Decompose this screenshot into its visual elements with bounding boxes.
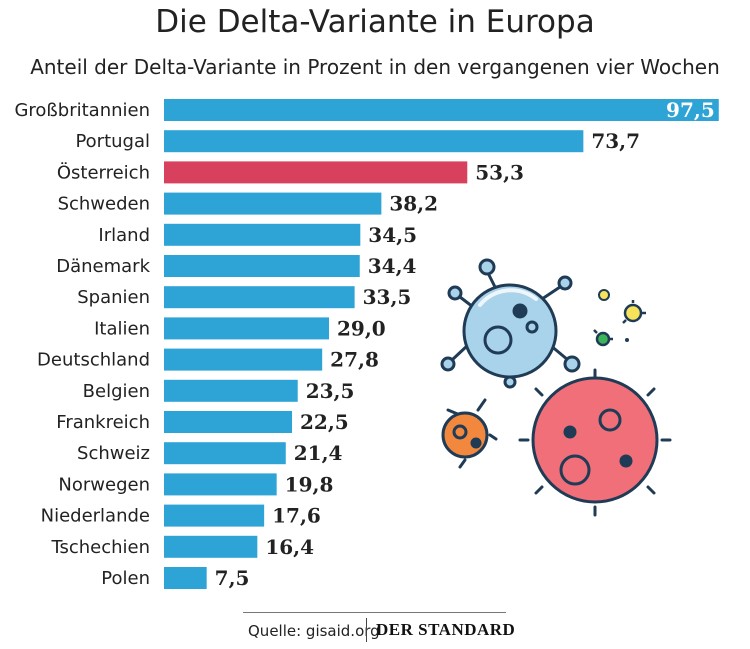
bar [164, 99, 719, 121]
bar [164, 535, 258, 558]
category-label: Tschechien [50, 537, 150, 558]
bar [164, 192, 382, 215]
chart-title: Die Delta-Variante in Europa [155, 4, 595, 40]
value-label: 29,0 [337, 316, 386, 340]
bar [164, 379, 298, 402]
value-label: 16,4 [265, 535, 314, 559]
value-label: 19,8 [285, 472, 334, 496]
bar [164, 255, 360, 277]
footer-separator [366, 618, 367, 642]
bar [164, 223, 361, 246]
virus-red-icon [518, 368, 672, 517]
category-label: Belgien [83, 381, 150, 402]
value-label: 34,4 [368, 254, 417, 278]
virus-orange-icon [441, 398, 498, 469]
value-label: 7,5 [215, 566, 250, 590]
footer-rule [243, 612, 506, 613]
value-label: 97,5 [666, 98, 715, 122]
virus-illustration [440, 258, 672, 517]
category-label: Italien [94, 318, 150, 339]
category-label: Irland [98, 225, 150, 246]
category-label: Schweiz [77, 443, 150, 464]
category-label: Großbritannien [14, 100, 150, 121]
value-label: 21,4 [294, 441, 343, 465]
bar [164, 161, 468, 184]
small-green-virus-icon [593, 329, 613, 347]
bar [164, 567, 207, 589]
category-label: Niederlande [41, 506, 150, 527]
value-label: 27,8 [330, 348, 379, 372]
category-label: Polen [101, 568, 150, 589]
value-label: 38,2 [389, 192, 438, 216]
bar [164, 317, 330, 340]
bar [164, 442, 286, 465]
brand-logo: DER STANDARD [376, 620, 516, 639]
bar-chart: Großbritannien 97,5 Portugal 73,7 Österreich… [14, 98, 719, 590]
value-label: 17,6 [272, 504, 321, 528]
source-text: Quelle: gisaid.org [248, 622, 380, 640]
category-label: Spanien [77, 287, 150, 308]
category-label: Deutschland [37, 350, 150, 371]
category-label: Schweden [58, 194, 150, 215]
bar [164, 130, 584, 153]
tiny-dot-icon [625, 338, 629, 342]
small-dot-icon [598, 289, 610, 301]
value-label: 34,5 [368, 223, 417, 247]
category-label: Dänemark [56, 256, 150, 277]
value-label: 22,5 [300, 410, 349, 434]
category-label: Österreich [57, 161, 150, 183]
value-label: 23,5 [306, 379, 355, 403]
category-label: Norwegen [58, 474, 150, 495]
virus-blue-icon [440, 258, 581, 389]
value-label: 33,5 [363, 285, 412, 309]
category-label: Portugal [75, 131, 150, 152]
value-label: 73,7 [591, 129, 640, 153]
chart-subtitle: Anteil der Delta-Variante in Prozent in … [30, 55, 720, 79]
bar [164, 473, 277, 496]
bar [164, 411, 293, 433]
value-label: 53,3 [475, 160, 524, 184]
small-yellow-virus-icon [622, 300, 646, 324]
bar [164, 504, 265, 527]
bar [164, 348, 323, 371]
category-label: Frankreich [56, 412, 150, 433]
bar [164, 286, 355, 309]
